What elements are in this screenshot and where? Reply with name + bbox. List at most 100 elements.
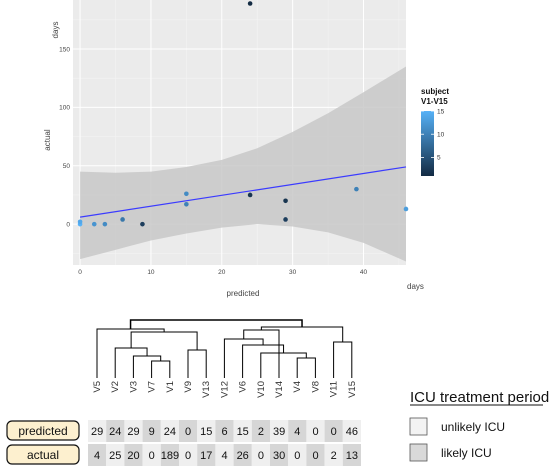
table-cell	[233, 420, 252, 442]
table-cell-value: 26	[237, 450, 249, 462]
dendrogram-leaf-labels: V5 V2 V3 V7 V1 V9 V13 V12 V6 V10 V14 V4 V8 V11 V15	[92, 381, 358, 398]
table-cell	[106, 444, 125, 466]
y-tick-label: 0	[66, 221, 70, 228]
dendrogram-branch	[243, 329, 280, 378]
table-cell	[215, 420, 234, 442]
x-unit-label: days	[407, 282, 424, 291]
scatter-point	[403, 206, 409, 212]
table-cell-value: 25	[109, 450, 121, 462]
table-cell-value: 2	[331, 450, 337, 462]
leaf-label: V3	[128, 381, 139, 393]
leaf-label: V1	[165, 381, 176, 393]
dendrogram-branch	[129, 319, 303, 329]
icu-legend-label-unlikely: unlikely ICU	[441, 420, 505, 434]
colorbar-tick-label: 5	[437, 155, 441, 162]
table-cell-value: 4	[94, 450, 100, 462]
y-tick-labels: 0 50 100 150	[59, 46, 70, 228]
colorbar-gradient	[421, 111, 434, 176]
table-cell-value: 0	[185, 426, 191, 438]
table-cell	[342, 444, 361, 466]
colorbar-title-line1: subject	[421, 87, 449, 96]
x-tick-label: 0	[78, 269, 82, 276]
table-cell	[306, 444, 325, 466]
smooth-line	[79, 166, 407, 218]
dendrogram-branch	[296, 357, 316, 378]
table-cell-value: 0	[149, 450, 155, 462]
table-cell	[324, 444, 343, 466]
y-tick-label: 50	[63, 163, 71, 170]
colorbar-tick-label: 15	[437, 108, 445, 115]
leaf-label: V4	[292, 381, 303, 393]
leaf-label: V11	[329, 381, 340, 397]
table-cell	[270, 420, 289, 442]
table-cell-value: 13	[346, 450, 358, 462]
table-cell-value: 30	[273, 450, 285, 462]
table-cell-value: 0	[185, 450, 191, 462]
table-cell-value: 39	[273, 426, 285, 438]
x-tick-label: 40	[360, 269, 368, 276]
row-label-box	[6, 444, 80, 465]
table-cell	[270, 444, 289, 466]
scatter-point	[283, 217, 288, 222]
table-cell	[251, 420, 270, 442]
dendrogram-branch	[242, 344, 285, 378]
table-cell	[142, 420, 161, 442]
row-label-box	[6, 420, 80, 441]
table-cell-value: 4	[221, 450, 227, 462]
table-cell	[142, 444, 161, 466]
table-cell	[106, 420, 125, 442]
table-cell-value: 0	[312, 426, 318, 438]
table-cell-value: 9	[149, 426, 155, 438]
table-cell-value: 29	[91, 426, 103, 438]
table-cell-value: 0	[258, 450, 264, 462]
dendrogram-branch	[187, 349, 207, 378]
table-cell-value: 189	[161, 450, 179, 462]
table-cell-value: 4	[294, 426, 300, 438]
table-cell-value: 17	[200, 450, 212, 462]
leaf-label: V5	[92, 381, 103, 393]
table-cell	[324, 420, 343, 442]
scatter-point	[184, 201, 189, 207]
scatter-point	[77, 219, 83, 225]
dendrogram-branch	[132, 355, 162, 378]
dendrogram-branch	[333, 341, 353, 378]
x-tick-label: 10	[147, 269, 155, 276]
colorbar-title-line2: V1-V15	[421, 97, 448, 106]
table-cell	[179, 420, 198, 442]
row-label: actual	[27, 448, 59, 462]
table-cell-value: 46	[346, 426, 358, 438]
leaf-label: V12	[219, 381, 230, 398]
scatter-point	[140, 221, 145, 227]
x-axis-label: predicted	[227, 289, 260, 298]
dendrogram-branch	[151, 360, 171, 378]
table-cell-value: 6	[221, 426, 227, 438]
leaf-label: V2	[110, 381, 121, 393]
table-cell	[306, 420, 325, 442]
table-cell-value: 24	[109, 426, 121, 438]
table-cell	[288, 420, 307, 442]
leaf-label: V10	[256, 381, 267, 398]
y-tick-label: 100	[59, 105, 70, 112]
table-cell-value: 0	[294, 450, 300, 462]
scatter-point	[102, 221, 108, 227]
leaf-label: V9	[183, 381, 194, 393]
table-cell-value: 15	[237, 426, 249, 438]
leaf-label: V15	[347, 381, 358, 398]
table-cell	[160, 420, 179, 442]
subject-colorbar-legend: subject V1-V15 5 10 15	[421, 87, 449, 176]
y-tick-label: 150	[59, 46, 70, 53]
leaf-label: V7	[147, 381, 158, 393]
y-unit-label: days	[51, 22, 60, 39]
leaf-label: V13	[201, 381, 212, 398]
table-cell	[251, 444, 270, 466]
scatter-point	[247, 192, 253, 198]
icu-legend-title: ICU treatment period	[410, 389, 549, 406]
scatter-point	[91, 221, 97, 227]
leaf-label: V6	[238, 381, 249, 393]
table-cell-value: 29	[127, 426, 139, 438]
table-cell-value: 20	[127, 450, 139, 462]
dendrogram-branch	[96, 328, 165, 378]
x-tick-label: 30	[289, 269, 297, 276]
table-cell-value: 0	[331, 426, 337, 438]
